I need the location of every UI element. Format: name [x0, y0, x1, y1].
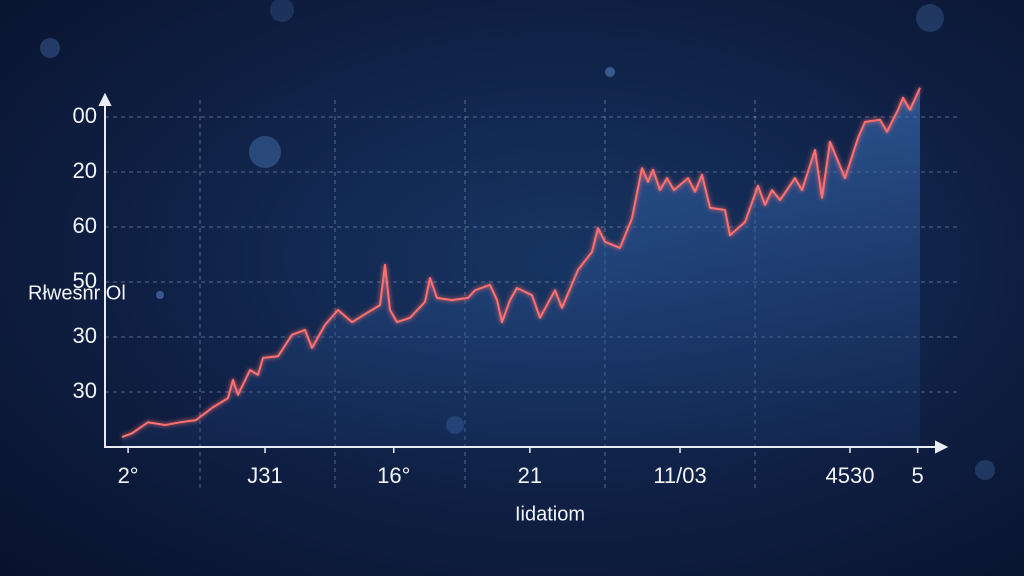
- y-tick-label: 30: [73, 378, 97, 403]
- y-tick-label: 00: [73, 103, 97, 128]
- x-tick-label: 5: [912, 463, 924, 488]
- x-axis-label: Iidatiom: [515, 503, 585, 525]
- area-glow: [121, 87, 921, 448]
- y-axis-label: Rłwesnr Ol: [28, 282, 126, 304]
- y-tick-label: 30: [73, 323, 97, 348]
- x-tick-label: 4530: [825, 463, 874, 488]
- x-tick-label: J31: [247, 463, 282, 488]
- x-tick-label: 21: [518, 463, 542, 488]
- axes: [98, 92, 949, 454]
- x-tick-label: 2°: [118, 463, 139, 488]
- plot: [105, 87, 960, 448]
- x-tick-label: 16°: [377, 463, 410, 488]
- y-tick-label: 50: [73, 268, 97, 293]
- y-tick-label: 20: [73, 158, 97, 183]
- x-tick-label: 11/03: [653, 463, 706, 488]
- data-line: [121, 87, 921, 439]
- y-tick-label: 60: [73, 213, 97, 238]
- bokeh: [40, 0, 995, 480]
